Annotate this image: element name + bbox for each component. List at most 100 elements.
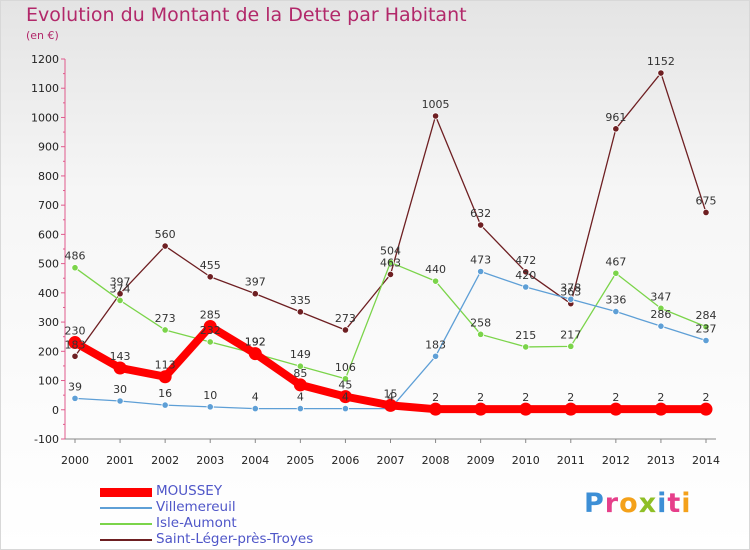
data-point: [474, 402, 488, 416]
data-label: 15: [384, 387, 398, 400]
logo-letter: t: [667, 488, 682, 519]
data-label: 106: [335, 361, 356, 374]
data-label: 1152: [647, 55, 675, 68]
data-point: [477, 267, 485, 276]
data-label: 183: [425, 338, 446, 351]
data-point: [251, 404, 259, 413]
data-point: [702, 208, 710, 217]
data-label: 504: [380, 244, 401, 257]
data-label: 143: [110, 350, 131, 363]
data-point: [158, 370, 172, 384]
x-tick-label: 2000: [61, 454, 89, 467]
data-point: [206, 403, 214, 411]
data-label: 455: [200, 259, 221, 272]
data-label: 285: [200, 308, 221, 321]
data-point: [341, 375, 350, 383]
x-tick-label: 2003: [196, 454, 224, 467]
data-point: [68, 336, 82, 350]
data-point: [293, 378, 307, 392]
data-label: 85: [293, 367, 307, 380]
data-label: 675: [696, 194, 717, 207]
data-label: 397: [245, 276, 266, 289]
data-point: [206, 338, 214, 346]
data-point: [161, 326, 169, 334]
data-label: 560: [155, 228, 176, 241]
logo-letter: P: [584, 488, 605, 519]
data-label: 149: [290, 348, 311, 361]
legend-label: Isle-Aumont: [156, 515, 237, 531]
data-label: 10: [203, 389, 217, 402]
x-tick-label: 2006: [331, 454, 359, 467]
y-tick-label: 400: [38, 287, 59, 300]
data-label: 363: [560, 286, 581, 299]
data-label: 39: [68, 380, 82, 393]
y-tick-label: -100: [34, 433, 59, 446]
data-label: 420: [515, 269, 536, 282]
data-label: 16: [158, 387, 172, 400]
y-tick-label: 300: [38, 316, 59, 329]
data-label: 467: [605, 255, 626, 268]
data-label: 284: [696, 309, 717, 322]
y-tick-label: 1000: [31, 111, 59, 124]
data-label: 30: [113, 383, 127, 396]
x-tick-label: 2010: [512, 454, 540, 467]
data-label: 2: [567, 391, 574, 404]
data-label: 440: [425, 263, 446, 276]
data-label: 2: [522, 391, 529, 404]
data-point: [477, 221, 485, 229]
y-tick-label: 700: [38, 199, 59, 212]
data-label: 258: [470, 316, 491, 329]
data-label: 347: [650, 290, 671, 303]
chart-series: [68, 69, 713, 416]
data-point: [296, 362, 304, 370]
chart-title: Evolution du Montant de la Dette par Hab…: [26, 4, 467, 26]
data-point: [341, 404, 350, 413]
data-point: [384, 398, 397, 412]
data-label: 2: [657, 391, 664, 404]
data-point: [71, 352, 79, 360]
data-label: 336: [605, 294, 626, 307]
data-point: [654, 402, 668, 416]
y-tick-label: 100: [38, 375, 59, 388]
x-tick-label: 2008: [422, 454, 450, 467]
data-label: 215: [515, 329, 536, 342]
data-point: [338, 390, 352, 404]
x-tick-label: 2013: [647, 454, 675, 467]
data-label: 2: [703, 391, 710, 404]
data-label: 378: [560, 281, 581, 294]
data-point: [657, 304, 665, 312]
data-point: [296, 308, 304, 316]
data-point: [429, 402, 443, 416]
data-point: [522, 283, 530, 291]
logo-letter: x: [638, 488, 658, 519]
logo-letter: i: [657, 488, 668, 519]
data-label: 232: [200, 324, 221, 337]
data-point: [206, 273, 214, 281]
data-label: 397: [110, 276, 131, 289]
data-point: [116, 397, 124, 405]
logo-letter: r: [604, 488, 620, 519]
data-label: 1005: [422, 98, 450, 111]
data-label: 632: [470, 207, 491, 220]
x-tick-label: 2009: [467, 454, 495, 467]
data-point: [564, 402, 578, 416]
data-point: [477, 330, 485, 338]
data-label: 374: [110, 282, 131, 295]
data-label: 486: [65, 250, 86, 263]
data-label: 273: [155, 312, 176, 325]
x-tick-label: 2002: [151, 454, 179, 467]
data-point: [702, 336, 710, 345]
data-point: [161, 401, 169, 409]
data-point: [702, 323, 710, 331]
y-tick-label: 1100: [31, 82, 59, 95]
proxiti-logo: Proxiti: [584, 488, 692, 519]
y-tick-label: 600: [38, 228, 59, 241]
y-tick-label: 0: [52, 404, 59, 417]
series-moussey: [68, 319, 713, 416]
data-label: 335: [290, 294, 311, 307]
y-tick-label: 500: [38, 258, 59, 271]
chart-axes: -100 0 100 200 300 400 500 600 700 800 900 1000 1100…: [31, 53, 720, 467]
y-tick-label: 800: [38, 170, 59, 183]
